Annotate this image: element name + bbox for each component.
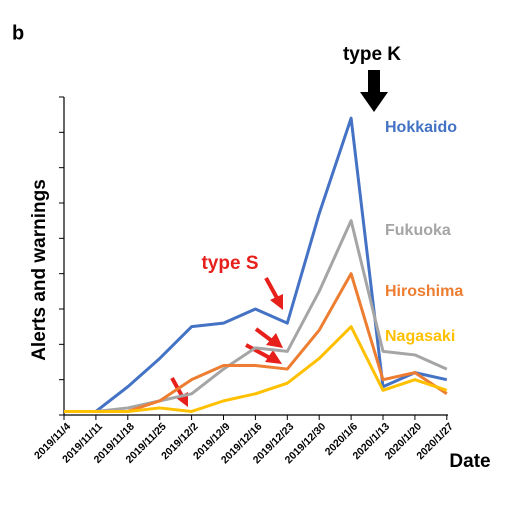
y-axis-label: Alerts and warnings [29, 179, 50, 361]
legend-label: Nagasaki [385, 328, 455, 345]
legend-label: Hiroshima [385, 283, 463, 300]
arrow [360, 70, 388, 112]
legend-label: Fukuoka [385, 222, 451, 239]
legend-label: Hokkaido [385, 119, 457, 136]
x-axis-label: Date [449, 451, 490, 472]
line [64, 116, 448, 413]
annotation: type K [343, 44, 401, 65]
annotation: type S [201, 253, 258, 274]
line [64, 219, 448, 413]
line [64, 325, 448, 413]
panel-label: b [12, 22, 24, 44]
red-arrows [170, 277, 283, 407]
